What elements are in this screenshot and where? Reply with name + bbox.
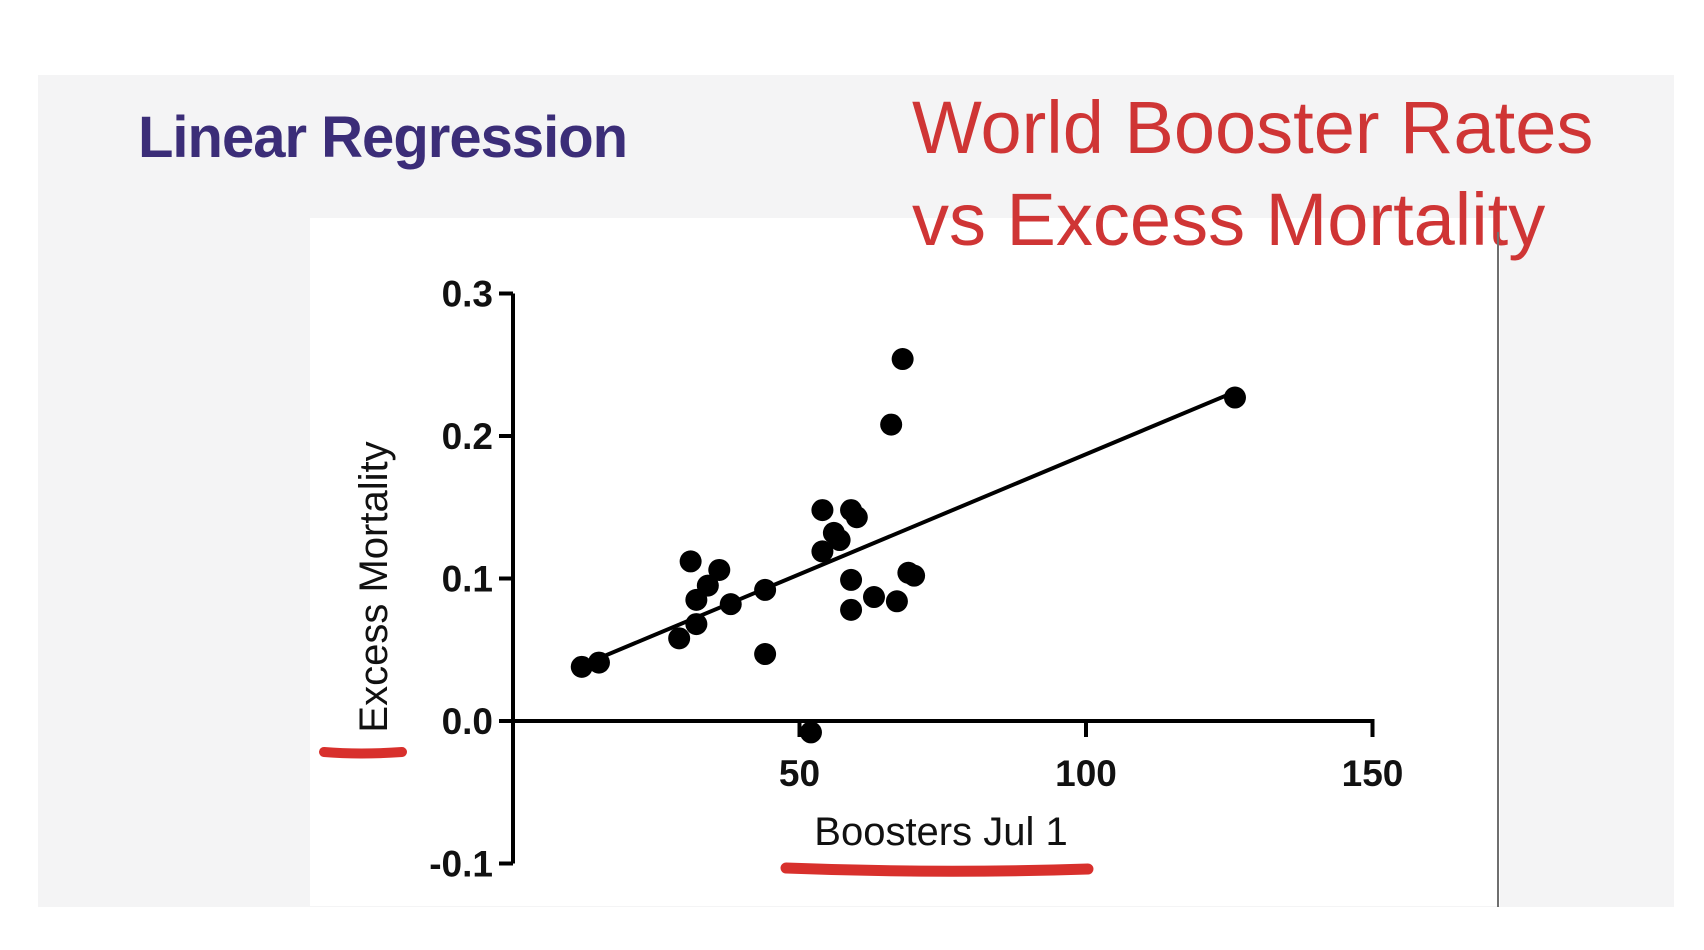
data-point [845, 506, 868, 529]
data-point [719, 593, 742, 616]
data-point [885, 590, 908, 613]
data-point [811, 540, 834, 563]
data-point [587, 651, 610, 674]
y-axis-label: Excess Mortality [352, 441, 396, 732]
data-point [880, 413, 903, 436]
data-point [754, 643, 777, 666]
data-point [840, 598, 863, 621]
y-tick-label: 0.2 [442, 416, 493, 457]
data-point [862, 586, 885, 609]
data-point [570, 655, 593, 678]
y-tick-label: -0.1 [429, 844, 493, 885]
y-tick-label: 0.0 [442, 701, 493, 742]
data-point [679, 550, 702, 573]
chart-title: World Booster Rates vs Excess Mortality [912, 82, 1593, 266]
chart-title-line-1: World Booster Rates [912, 86, 1594, 169]
x-tick-label: 50 [779, 753, 820, 794]
y-tick-label: 0.1 [442, 559, 493, 600]
x-tick-label: 100 [1055, 753, 1117, 794]
y-tick-label: 0.3 [442, 274, 493, 315]
regression-line [580, 389, 1236, 668]
data-point [668, 627, 691, 650]
tick-labels: -0.1 0.0 0.1 0.2 0.3 50 100 150 [429, 274, 1403, 885]
data-point [685, 613, 708, 636]
data-point [840, 568, 863, 591]
data-point [799, 721, 822, 744]
data-point [811, 499, 834, 522]
vertical-divider [1497, 232, 1499, 907]
data-point [708, 558, 731, 581]
data-point [1223, 386, 1246, 409]
slide-heading: Linear Regression [138, 105, 628, 170]
data-point [754, 578, 777, 601]
ticks [499, 291, 1375, 866]
x-tick-label: 150 [1342, 753, 1404, 794]
data-point [891, 348, 914, 371]
x-label-red-underline [780, 862, 1094, 877]
y-label-red-underline [319, 747, 407, 759]
plot-panel [310, 218, 1500, 906]
data-point [903, 564, 926, 587]
data-point [828, 529, 851, 552]
data-point [696, 574, 719, 597]
x-axis-label: Boosters Jul 1 [814, 810, 1067, 854]
data-points [570, 348, 1246, 744]
chart-title-line-2: vs Excess Mortality [912, 178, 1546, 261]
axes [511, 293, 1373, 864]
